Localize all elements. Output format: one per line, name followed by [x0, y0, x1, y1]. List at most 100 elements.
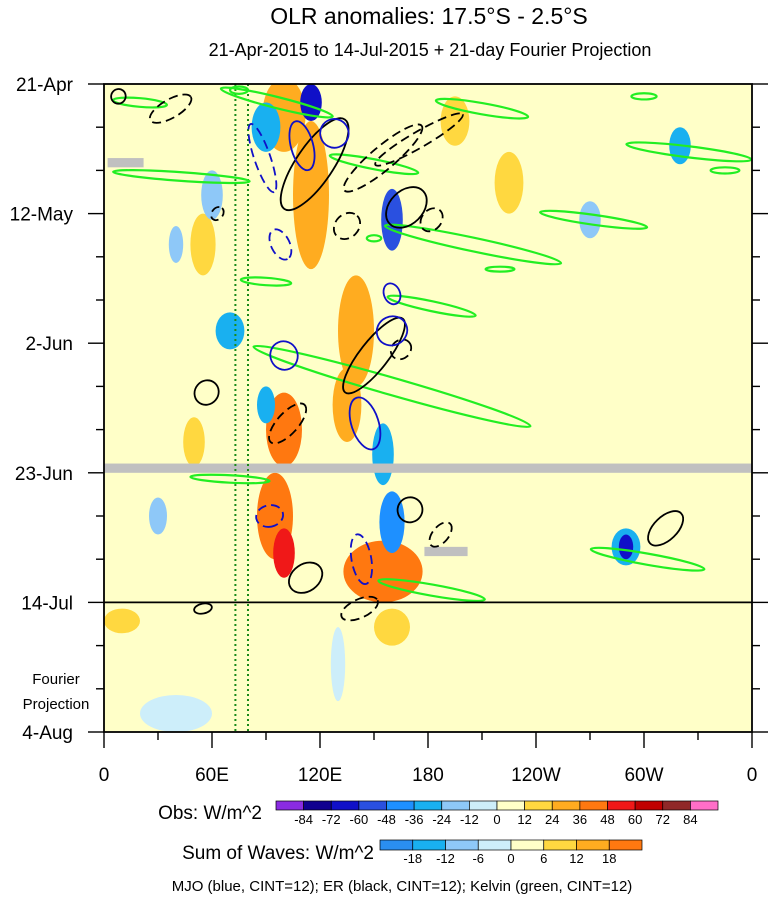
obs-legend: Obs: W/m^2 -84 -72 -60 -48 -36 -24 -12 0 12 24 36 4… — [158, 800, 719, 827]
er-contour — [428, 521, 453, 548]
legend-level-label: -24 — [432, 812, 451, 827]
er-contour — [288, 561, 324, 594]
anomaly-region — [104, 608, 140, 634]
legend-level-label: 18 — [602, 851, 616, 866]
legend-level-label: -18 — [403, 851, 422, 866]
anomaly-region — [266, 392, 302, 467]
x-tick-label: 0 — [99, 765, 110, 786]
y-tick-label: 4-Aug — [22, 723, 73, 744]
kelvin-contour — [589, 546, 706, 572]
missing-data-band — [104, 463, 752, 473]
y-tick-label: 14-Jul — [21, 593, 73, 614]
y-tick-label: 23-Jun — [15, 464, 73, 485]
legend-swatch — [690, 800, 719, 811]
x-axis: 0 60E 120E 180 120W 60W 0 — [99, 732, 757, 786]
er-contour — [342, 123, 424, 193]
anomaly-region — [343, 540, 423, 603]
mjo-contour — [247, 123, 278, 194]
legend-swatch — [330, 800, 360, 811]
kelvin-contour — [252, 344, 532, 429]
anomaly-region — [618, 534, 634, 560]
plot-area — [103, 83, 753, 733]
legend-swatch — [303, 800, 332, 811]
kelvin-contour — [365, 234, 383, 243]
mjo-contours — [247, 118, 409, 585]
legend-level-label: 72 — [656, 812, 670, 827]
anomaly-region — [251, 102, 281, 152]
legend-level-label: -60 — [349, 812, 368, 827]
legend-level-label: -36 — [405, 812, 424, 827]
mjo-contour — [348, 396, 382, 451]
anomaly-region — [257, 386, 275, 424]
missing-data-band — [424, 546, 468, 557]
kelvin-contour — [539, 209, 649, 230]
chart-subtitle: 21-Apr-2015 to 14-Jul-2015 + 21-day Four… — [209, 40, 652, 60]
legend-swatch — [608, 839, 643, 851]
legend-swatch — [496, 800, 525, 811]
anomaly-region — [168, 225, 184, 263]
er-contour — [332, 211, 362, 240]
legend-level-label: -12 — [436, 851, 455, 866]
anomaly-region — [300, 84, 322, 122]
mjo-contour — [255, 504, 284, 528]
legend-level-label: -6 — [472, 851, 484, 866]
kelvin-contour — [112, 169, 251, 185]
anomaly-region — [536, 417, 752, 492]
er-contour — [193, 602, 213, 615]
legend-level-label: 24 — [545, 812, 559, 827]
er-contour — [110, 88, 127, 105]
kelvin-contours — [112, 85, 752, 603]
legend-swatch — [441, 800, 470, 811]
legend-swatch — [576, 839, 610, 851]
legend-swatch — [607, 800, 636, 811]
legend-level-label: 36 — [573, 812, 587, 827]
legend-level-label: -48 — [377, 812, 396, 827]
kelvin-contour — [386, 294, 477, 318]
y-tick-label: 12-May — [10, 205, 74, 226]
anomaly-region — [201, 170, 223, 220]
anomaly-region — [545, 491, 743, 603]
projection-label-line2: Projection — [23, 696, 90, 713]
kelvin-contour — [219, 86, 334, 119]
legend-swatch — [379, 839, 414, 851]
legend-level-label: 0 — [493, 812, 500, 827]
anomaly-region — [374, 608, 410, 646]
legend-level-label: -84 — [294, 812, 313, 827]
chart-title: OLR anomalies: 17.5°S - 2.5°S — [270, 3, 588, 29]
er-contour — [268, 402, 308, 445]
legend-level-label: 48 — [600, 812, 614, 827]
footer-caption: MJO (blue, CINT=12); ER (black, CINT=12)… — [172, 878, 633, 895]
er-contour — [210, 206, 225, 222]
kelvin-contour — [434, 97, 530, 120]
er-contour — [385, 186, 428, 229]
anomaly-region — [140, 694, 212, 732]
missing-data-bands — [104, 158, 752, 557]
mjo-contour — [349, 533, 373, 585]
x-tick-label: 60E — [195, 765, 229, 786]
er-contour — [342, 316, 406, 395]
obs-legend-label: Obs: W/m^2 — [158, 803, 262, 824]
er-contour — [193, 379, 220, 406]
missing-data-band — [107, 158, 144, 168]
anomaly-region — [440, 96, 470, 146]
legend-level-label: -72 — [322, 812, 341, 827]
anomaly-region — [215, 312, 245, 350]
waves-legend: Sum of Waves: W/m^2 -18 -12 -6 0 6 12 18 — [182, 839, 643, 866]
y-tick-label: 21-Apr — [16, 75, 74, 96]
legend-swatch — [275, 800, 304, 811]
legend-swatch — [358, 800, 387, 811]
anomaly-region — [372, 423, 394, 486]
anomaly-region — [293, 121, 329, 270]
er-contour — [148, 93, 193, 124]
legend-swatch — [445, 839, 479, 851]
mjo-contour — [375, 315, 409, 347]
er-contour — [340, 595, 379, 622]
er-contour — [389, 338, 413, 361]
er-contour — [419, 207, 444, 233]
legend-level-label: 12 — [569, 851, 583, 866]
y-axis: 21-Apr 12-May 2-Jun 23-Jun 14-Jul 4-Aug — [10, 75, 768, 744]
legend-level-label: -12 — [460, 812, 479, 827]
legend-swatch — [634, 800, 664, 811]
x-tick-label: 60W — [624, 765, 663, 786]
